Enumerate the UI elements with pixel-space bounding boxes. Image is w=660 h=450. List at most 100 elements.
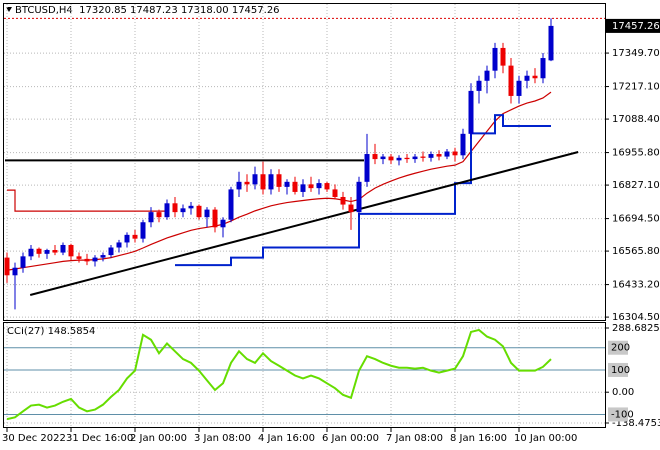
- candle-body: [436, 154, 442, 157]
- level-label: 100: [611, 365, 630, 376]
- candle-body: [244, 181, 250, 185]
- cci-pane-frame: [3, 322, 606, 428]
- candle-body: [52, 250, 58, 253]
- candle-body: [532, 75, 538, 79]
- candle-body: [348, 204, 354, 213]
- candle-body: [492, 47, 498, 71]
- x-tick-label: 4 Jan 16:00: [258, 433, 315, 444]
- candle-body: [60, 244, 66, 253]
- candle-body: [356, 181, 362, 213]
- candle-body: [548, 25, 554, 61]
- candle-body: [188, 205, 194, 209]
- candle-body: [340, 196, 346, 205]
- candle-body: [524, 75, 530, 81]
- candle-body: [404, 157, 410, 160]
- candle-body: [332, 189, 338, 197]
- x-tick-label: 6 Jan 00:00: [322, 433, 379, 444]
- cci-line: [6, 328, 552, 421]
- y-tick-label: 16565.80: [612, 246, 660, 257]
- candle-body: [516, 80, 522, 96]
- y-tick-label: 16827.10: [612, 180, 660, 191]
- candle-body: [276, 174, 282, 187]
- candle-body: [372, 154, 378, 160]
- candle-body: [4, 257, 10, 276]
- candle-body: [12, 267, 18, 276]
- x-tick-label: 30 Dec 2022: [2, 433, 66, 444]
- candle-body: [116, 242, 122, 248]
- indicator-line: [175, 114, 551, 267]
- indicator-line: [7, 189, 167, 212]
- y-tick-label: 288.6825: [612, 323, 660, 334]
- price-tag-label: 17457.26: [612, 21, 660, 32]
- candle-body: [300, 184, 306, 192]
- candle-body: [124, 234, 130, 243]
- candle-body: [460, 133, 466, 156]
- main-pane-frame: [3, 3, 606, 321]
- candle-body: [500, 47, 506, 66]
- candle-body: [92, 257, 98, 262]
- candle-body: [36, 248, 42, 254]
- candle-body: [164, 203, 170, 218]
- x-tick-label: 10 Jan 00:00: [514, 433, 577, 444]
- candle-body: [228, 189, 234, 220]
- candle-body: [252, 174, 258, 185]
- candle-body: [324, 183, 330, 190]
- level-label: 200: [611, 343, 630, 354]
- candle-body: [156, 212, 162, 218]
- level-tag: [608, 340, 628, 355]
- candle-body: [172, 203, 178, 213]
- candle-body: [100, 255, 106, 258]
- level-tag: [608, 407, 628, 422]
- candle-body: [236, 181, 242, 190]
- y-tick-label: -138.4753: [612, 418, 660, 429]
- candle-body: [468, 90, 474, 134]
- y-tick-label: 16694.50: [612, 214, 660, 225]
- candle-body: [380, 156, 386, 160]
- y-tick-label: 17217.10: [612, 82, 660, 93]
- candle-body: [180, 208, 186, 213]
- candle-body: [68, 244, 74, 257]
- candle-body: [452, 151, 458, 156]
- x-tick-label: 3 Jan 08:00: [194, 433, 251, 444]
- candle-body: [140, 222, 146, 239]
- candle-body: [132, 234, 138, 239]
- candle-body: [292, 181, 298, 192]
- y-tick-label: 16955.80: [612, 148, 660, 159]
- x-tick-label: 31 Dec 16:00: [66, 433, 133, 444]
- candle-body: [196, 205, 202, 218]
- candle-body: [148, 212, 154, 223]
- indicator-title: CCI(27) 148.5854: [7, 326, 95, 337]
- candle-body: [396, 157, 402, 161]
- candle-body: [204, 209, 210, 218]
- candle-body: [28, 248, 34, 257]
- indicator-line: [6, 91, 552, 271]
- x-tick-label: 8 Jan 16:00: [450, 433, 507, 444]
- x-tick-label: 2 Jan 00:00: [130, 433, 187, 444]
- candle-body: [484, 70, 490, 81]
- candle-body: [428, 154, 434, 158]
- candle-body: [540, 58, 546, 79]
- candle-body: [268, 174, 274, 190]
- candle-body: [108, 247, 114, 256]
- trendline: [29, 151, 579, 296]
- candle-body: [20, 256, 26, 268]
- candle-body: [316, 183, 322, 189]
- x-tick-label: 7 Jan 08:00: [386, 433, 443, 444]
- y-tick-label: 17088.40: [612, 114, 660, 125]
- candle-body: [364, 154, 370, 182]
- price-tag: [606, 18, 660, 33]
- y-tick-label: 0.00: [612, 387, 634, 398]
- level-tag: [608, 362, 628, 377]
- y-tick-label: 16304.50: [612, 312, 660, 323]
- menu-arrow: [6, 7, 12, 12]
- candle-body: [508, 65, 514, 96]
- candle-body: [44, 250, 50, 254]
- y-tick-label: 17349.70: [612, 48, 660, 59]
- candle-body: [444, 151, 450, 157]
- candle-body: [476, 80, 482, 91]
- chart-title: BTCUSD,H4 17320.85 17487.23 17318.00 174…: [15, 5, 280, 16]
- candle-body: [84, 258, 90, 262]
- candle-body: [284, 181, 290, 187]
